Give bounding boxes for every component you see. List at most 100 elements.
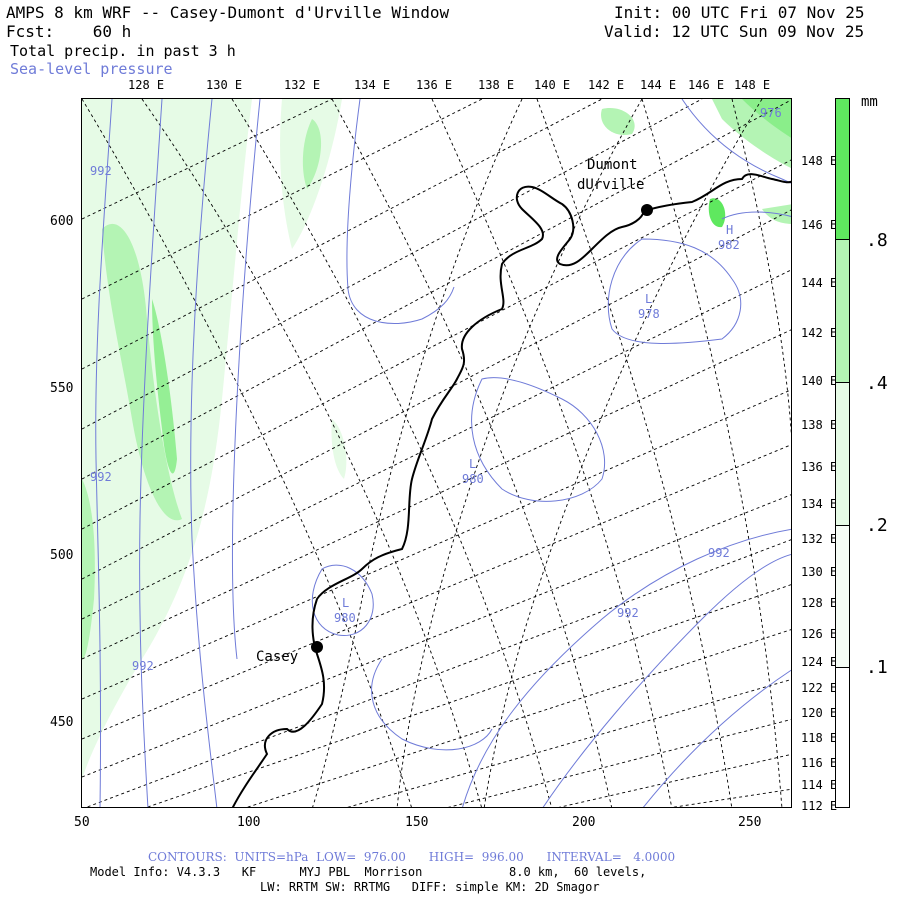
meridian-line xyxy=(82,209,791,580)
parallel-line xyxy=(331,99,613,807)
isobar xyxy=(371,658,493,751)
meridian-line xyxy=(82,99,603,370)
top-lon-label: 144 E xyxy=(640,78,677,92)
precip-area xyxy=(742,99,791,138)
meridian-line xyxy=(82,444,791,740)
meridian-line xyxy=(82,99,791,480)
low-value: 980 xyxy=(334,611,356,625)
top-lon-label: 146 E xyxy=(688,78,725,92)
y-axis-label: 600 xyxy=(50,214,74,229)
forecast-hour: Fcst: 60 h xyxy=(6,22,132,41)
model-info: Model Info: V4.3.3 KF MYJ PBL Morrison 8… xyxy=(90,865,647,879)
isobar xyxy=(471,377,606,502)
meridian-line xyxy=(82,329,791,660)
isobar xyxy=(95,99,113,807)
map-panel[interactable]: Dumont dUrville Casey 992 992 992 992 99… xyxy=(81,98,792,808)
right-lon-label: 122 E xyxy=(801,681,838,695)
precip-area xyxy=(82,479,95,659)
top-lon-label: 140 E xyxy=(534,78,571,92)
field-precip-label: Total precip. in past 3 h xyxy=(10,42,236,60)
right-lon-label: 120 E xyxy=(801,706,838,720)
parallel-line xyxy=(641,99,783,807)
colorbar-tick: .1 xyxy=(866,657,888,678)
map-title: AMPS 8 km WRF -- Casey-Dumont d'Urville … xyxy=(6,3,450,22)
low-marker: L xyxy=(469,457,477,471)
physics-info: LW: RRTM SW: RRTMG DIFF: simple KM: 2D S… xyxy=(260,880,600,894)
meridian-line xyxy=(82,99,333,220)
isobar-label: 992 xyxy=(708,546,730,560)
coastline xyxy=(231,173,791,807)
top-lon-label: 142 E xyxy=(588,78,625,92)
field-slp-label: Sea-level pressure xyxy=(10,60,173,78)
isobar-label: 992 xyxy=(617,606,639,620)
valid-time: Valid: 12 UTC Sun 09 Nov 25 xyxy=(604,22,865,41)
right-lon-label: 116 E xyxy=(801,756,838,770)
right-lon-label: 148 E xyxy=(801,154,838,168)
latlon-grid xyxy=(82,99,791,807)
top-lon-label: 130 E xyxy=(206,78,243,92)
isobar xyxy=(190,99,218,807)
right-lon-label: 132 E xyxy=(801,532,838,546)
meridian-line xyxy=(82,99,483,300)
top-lon-label: 132 E xyxy=(284,78,321,92)
low-marker: L xyxy=(342,596,350,610)
parallel-line xyxy=(536,99,733,807)
isobar xyxy=(311,564,374,636)
x-axis-label: 50 xyxy=(74,815,90,830)
x-axis-label: 250 xyxy=(738,815,762,830)
precip-area xyxy=(762,204,791,224)
right-lon-label: 124 E xyxy=(801,655,838,669)
casey-label: Casey xyxy=(256,649,299,665)
isobar xyxy=(139,99,163,807)
meridian-line xyxy=(82,494,791,778)
colorbar-unit: mm xyxy=(861,94,878,110)
low-value: 980 xyxy=(462,472,484,486)
colorbar-segment xyxy=(836,99,849,240)
low-value: 978 xyxy=(638,307,660,321)
meridian-line xyxy=(82,269,791,620)
meridian-line xyxy=(558,753,791,807)
x-axis-label: 200 xyxy=(572,815,596,830)
top-lon-label: 134 E xyxy=(354,78,391,92)
x-axis-label: 150 xyxy=(405,815,429,830)
dumont-label-line1: Dumont xyxy=(587,157,638,173)
right-lon-label: 126 E xyxy=(801,627,838,641)
right-lon-label: 144 E xyxy=(801,276,838,290)
right-lon-label: 140 E xyxy=(801,374,838,388)
colorbar-segment xyxy=(836,668,849,807)
isobar xyxy=(607,238,742,344)
dumont-label-line2: dUrville xyxy=(577,177,645,193)
colorbar xyxy=(835,98,850,808)
meridian-line xyxy=(82,159,791,530)
precip-area xyxy=(302,119,322,189)
colorbar-tick: .4 xyxy=(866,373,888,394)
parallel-line xyxy=(231,99,552,807)
top-lon-label: 136 E xyxy=(416,78,453,92)
parallel-line xyxy=(396,99,643,807)
isobar xyxy=(721,211,791,220)
slp-contours xyxy=(95,99,791,807)
isobar xyxy=(231,99,261,660)
isobar xyxy=(542,554,791,807)
precip-area xyxy=(601,108,635,135)
map-canvas xyxy=(82,99,791,807)
right-lon-label: 138 E xyxy=(801,418,838,432)
isobar-label: 976 xyxy=(760,106,782,120)
colorbar-tick: .8 xyxy=(866,230,888,251)
dumont-durville-marker[interactable] xyxy=(641,204,653,216)
meridian-line xyxy=(146,584,791,807)
casey-marker[interactable] xyxy=(311,641,323,653)
right-lon-label: 112 E xyxy=(801,799,838,813)
colorbar-segment xyxy=(836,240,849,383)
top-lon-label: 138 E xyxy=(478,78,515,92)
y-axis-label: 450 xyxy=(50,715,74,730)
right-lon-label: 136 E xyxy=(801,460,838,474)
right-lon-label: 118 E xyxy=(801,731,838,745)
right-lon-label: 142 E xyxy=(801,326,838,340)
y-axis-label: 500 xyxy=(50,548,74,563)
colorbar-segment xyxy=(836,383,849,526)
meridian-line xyxy=(672,788,791,807)
right-lon-label: 134 E xyxy=(801,497,838,511)
parallel-line xyxy=(731,99,791,436)
high-marker: H xyxy=(726,223,734,237)
